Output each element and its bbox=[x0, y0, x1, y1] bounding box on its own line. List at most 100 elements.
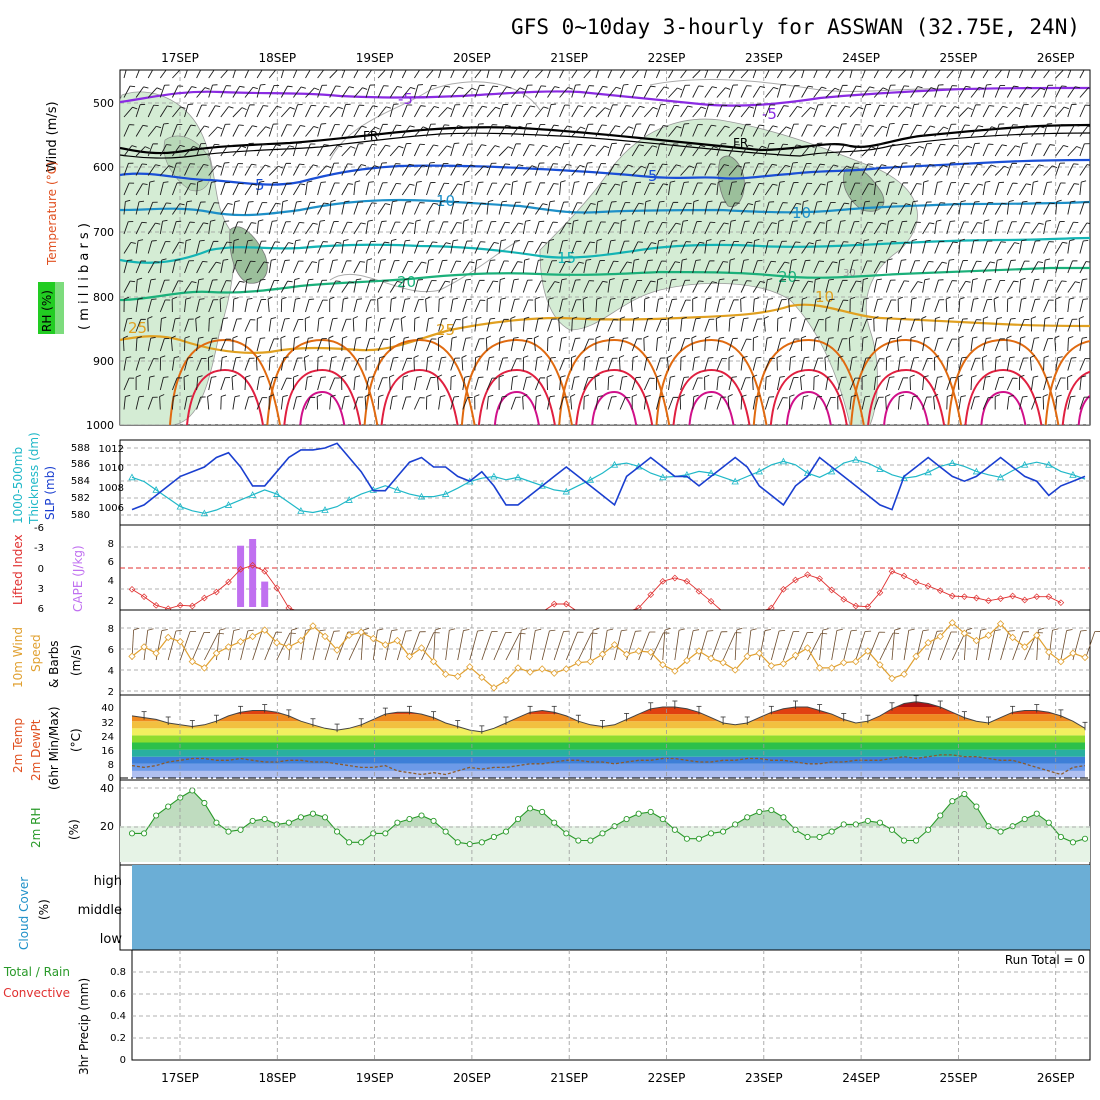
rh2m-point bbox=[249, 817, 256, 824]
wind-barb bbox=[861, 279, 864, 293]
wind-barb bbox=[752, 201, 756, 215]
wind-barb-flag bbox=[820, 183, 826, 186]
wind-barb-flag bbox=[505, 183, 511, 185]
wind-barb-flag bbox=[379, 355, 385, 359]
wind-barb bbox=[946, 106, 955, 118]
wind-barb bbox=[486, 377, 493, 391]
wind-barb-flag bbox=[820, 125, 826, 128]
wind-barb bbox=[607, 222, 615, 235]
wind-barb bbox=[305, 126, 315, 137]
wind-barb-flag bbox=[851, 199, 857, 203]
wind-barb-flag bbox=[626, 105, 632, 107]
wind-barb bbox=[547, 396, 551, 410]
chart-title: GFS 0~10day 3-hourly for ASSWAN (32.75E,… bbox=[511, 15, 1080, 39]
wind-barb-flag bbox=[965, 280, 971, 283]
lifted-index-point bbox=[261, 568, 269, 575]
wind-barb bbox=[389, 299, 392, 313]
wind-barb bbox=[692, 357, 696, 371]
wind-barb-flag bbox=[608, 375, 614, 378]
wind-barb-flag bbox=[232, 335, 238, 339]
wind-barb bbox=[303, 357, 306, 371]
rh2m-point bbox=[466, 841, 473, 848]
wind-barb bbox=[401, 201, 407, 215]
wind-barb-flag bbox=[737, 165, 743, 168]
precip-panel-frame bbox=[131, 949, 1091, 1061]
wind10-point bbox=[719, 658, 727, 667]
wind-barb bbox=[692, 221, 698, 235]
isotherm-30 bbox=[947, 338, 1060, 425]
wind-barb-flag bbox=[269, 394, 275, 397]
wind-barb-flag bbox=[723, 164, 729, 167]
wind-barb-flag bbox=[348, 86, 355, 89]
wind-barb bbox=[522, 280, 528, 293]
wind-barb-flag bbox=[246, 336, 252, 339]
wind-barb-flag bbox=[233, 297, 239, 300]
wind-barb-flag bbox=[846, 165, 852, 169]
wind-barb-flag bbox=[832, 67, 837, 68]
wind-barb bbox=[910, 357, 915, 371]
wind-barb bbox=[1043, 202, 1051, 215]
wind-barb-flag bbox=[275, 202, 281, 205]
wind-barb bbox=[353, 240, 358, 254]
isotherm-35 bbox=[283, 368, 362, 425]
wind-barb bbox=[1055, 145, 1064, 157]
date-label: 17SEP bbox=[161, 1071, 199, 1085]
wind-barb-flag bbox=[635, 220, 641, 222]
wind-barb-flag bbox=[789, 394, 795, 397]
wind-barb bbox=[450, 338, 453, 352]
wind-barb bbox=[510, 70, 517, 79]
cloud-level-low: low bbox=[100, 932, 123, 947]
wind10-point bbox=[1033, 631, 1041, 640]
wind-barb-flag bbox=[172, 296, 177, 300]
bottom-date-axis: 17SEP 18SEP 19SEP 20SEP 21SEP 22SEP 23SEP 24SEP… bbox=[161, 1071, 1074, 1085]
wind-barb-flag bbox=[760, 281, 766, 283]
wind-barb bbox=[910, 240, 913, 254]
wind-barb bbox=[184, 221, 191, 235]
wind-barb bbox=[571, 202, 578, 215]
wind-barb-flag bbox=[759, 124, 765, 127]
wind-barb bbox=[341, 396, 345, 410]
wind-barb bbox=[377, 377, 383, 391]
wind-barb-flag bbox=[824, 355, 830, 358]
wind-barb-flag bbox=[312, 222, 318, 225]
wind-barb bbox=[559, 299, 563, 313]
wind-barb bbox=[897, 396, 900, 410]
wind-barb bbox=[1043, 241, 1050, 254]
wind-barb-flag bbox=[1049, 144, 1055, 146]
wind-barb bbox=[752, 299, 755, 313]
wind-barb bbox=[534, 162, 540, 176]
lifted-index-point bbox=[936, 587, 944, 594]
wind-barb-flag bbox=[609, 278, 615, 281]
wind-barb bbox=[571, 299, 577, 313]
wind10-barb bbox=[674, 630, 680, 661]
wind-barb bbox=[716, 240, 721, 254]
wind-barb-flag bbox=[138, 200, 145, 203]
wind-barb-flag bbox=[422, 126, 428, 130]
isotherm-40 bbox=[299, 390, 346, 425]
wind-barb bbox=[462, 338, 467, 352]
wind-barb-flag bbox=[675, 222, 681, 225]
wind-barb bbox=[607, 70, 613, 79]
wind-barb bbox=[946, 377, 952, 391]
rh-shade-dark-1 bbox=[229, 226, 268, 284]
wind-barb bbox=[244, 299, 248, 313]
wind-barb bbox=[571, 318, 573, 332]
wind-barb-flag bbox=[882, 87, 888, 91]
wind-barb-flag bbox=[1086, 67, 1091, 68]
wind-barb bbox=[825, 377, 829, 391]
wind-barb-flag bbox=[668, 316, 674, 319]
wind-barb bbox=[837, 105, 846, 118]
wind10-barb-flag bbox=[707, 630, 714, 632]
wind-barb bbox=[861, 260, 868, 274]
wind-barb bbox=[897, 162, 903, 176]
wind-barb-flag bbox=[571, 355, 577, 358]
wind-barb-flag bbox=[263, 105, 269, 107]
precip-tick: 0 bbox=[120, 1055, 126, 1066]
wind10-barb bbox=[336, 631, 349, 661]
slp-ylabel-thickness: 1000-500mb bbox=[11, 447, 25, 524]
wind-barb bbox=[232, 145, 242, 157]
wind-barb bbox=[341, 260, 347, 274]
wind-barb bbox=[220, 280, 227, 293]
wind-barb-flag bbox=[163, 122, 169, 125]
wind-barb bbox=[813, 319, 820, 332]
